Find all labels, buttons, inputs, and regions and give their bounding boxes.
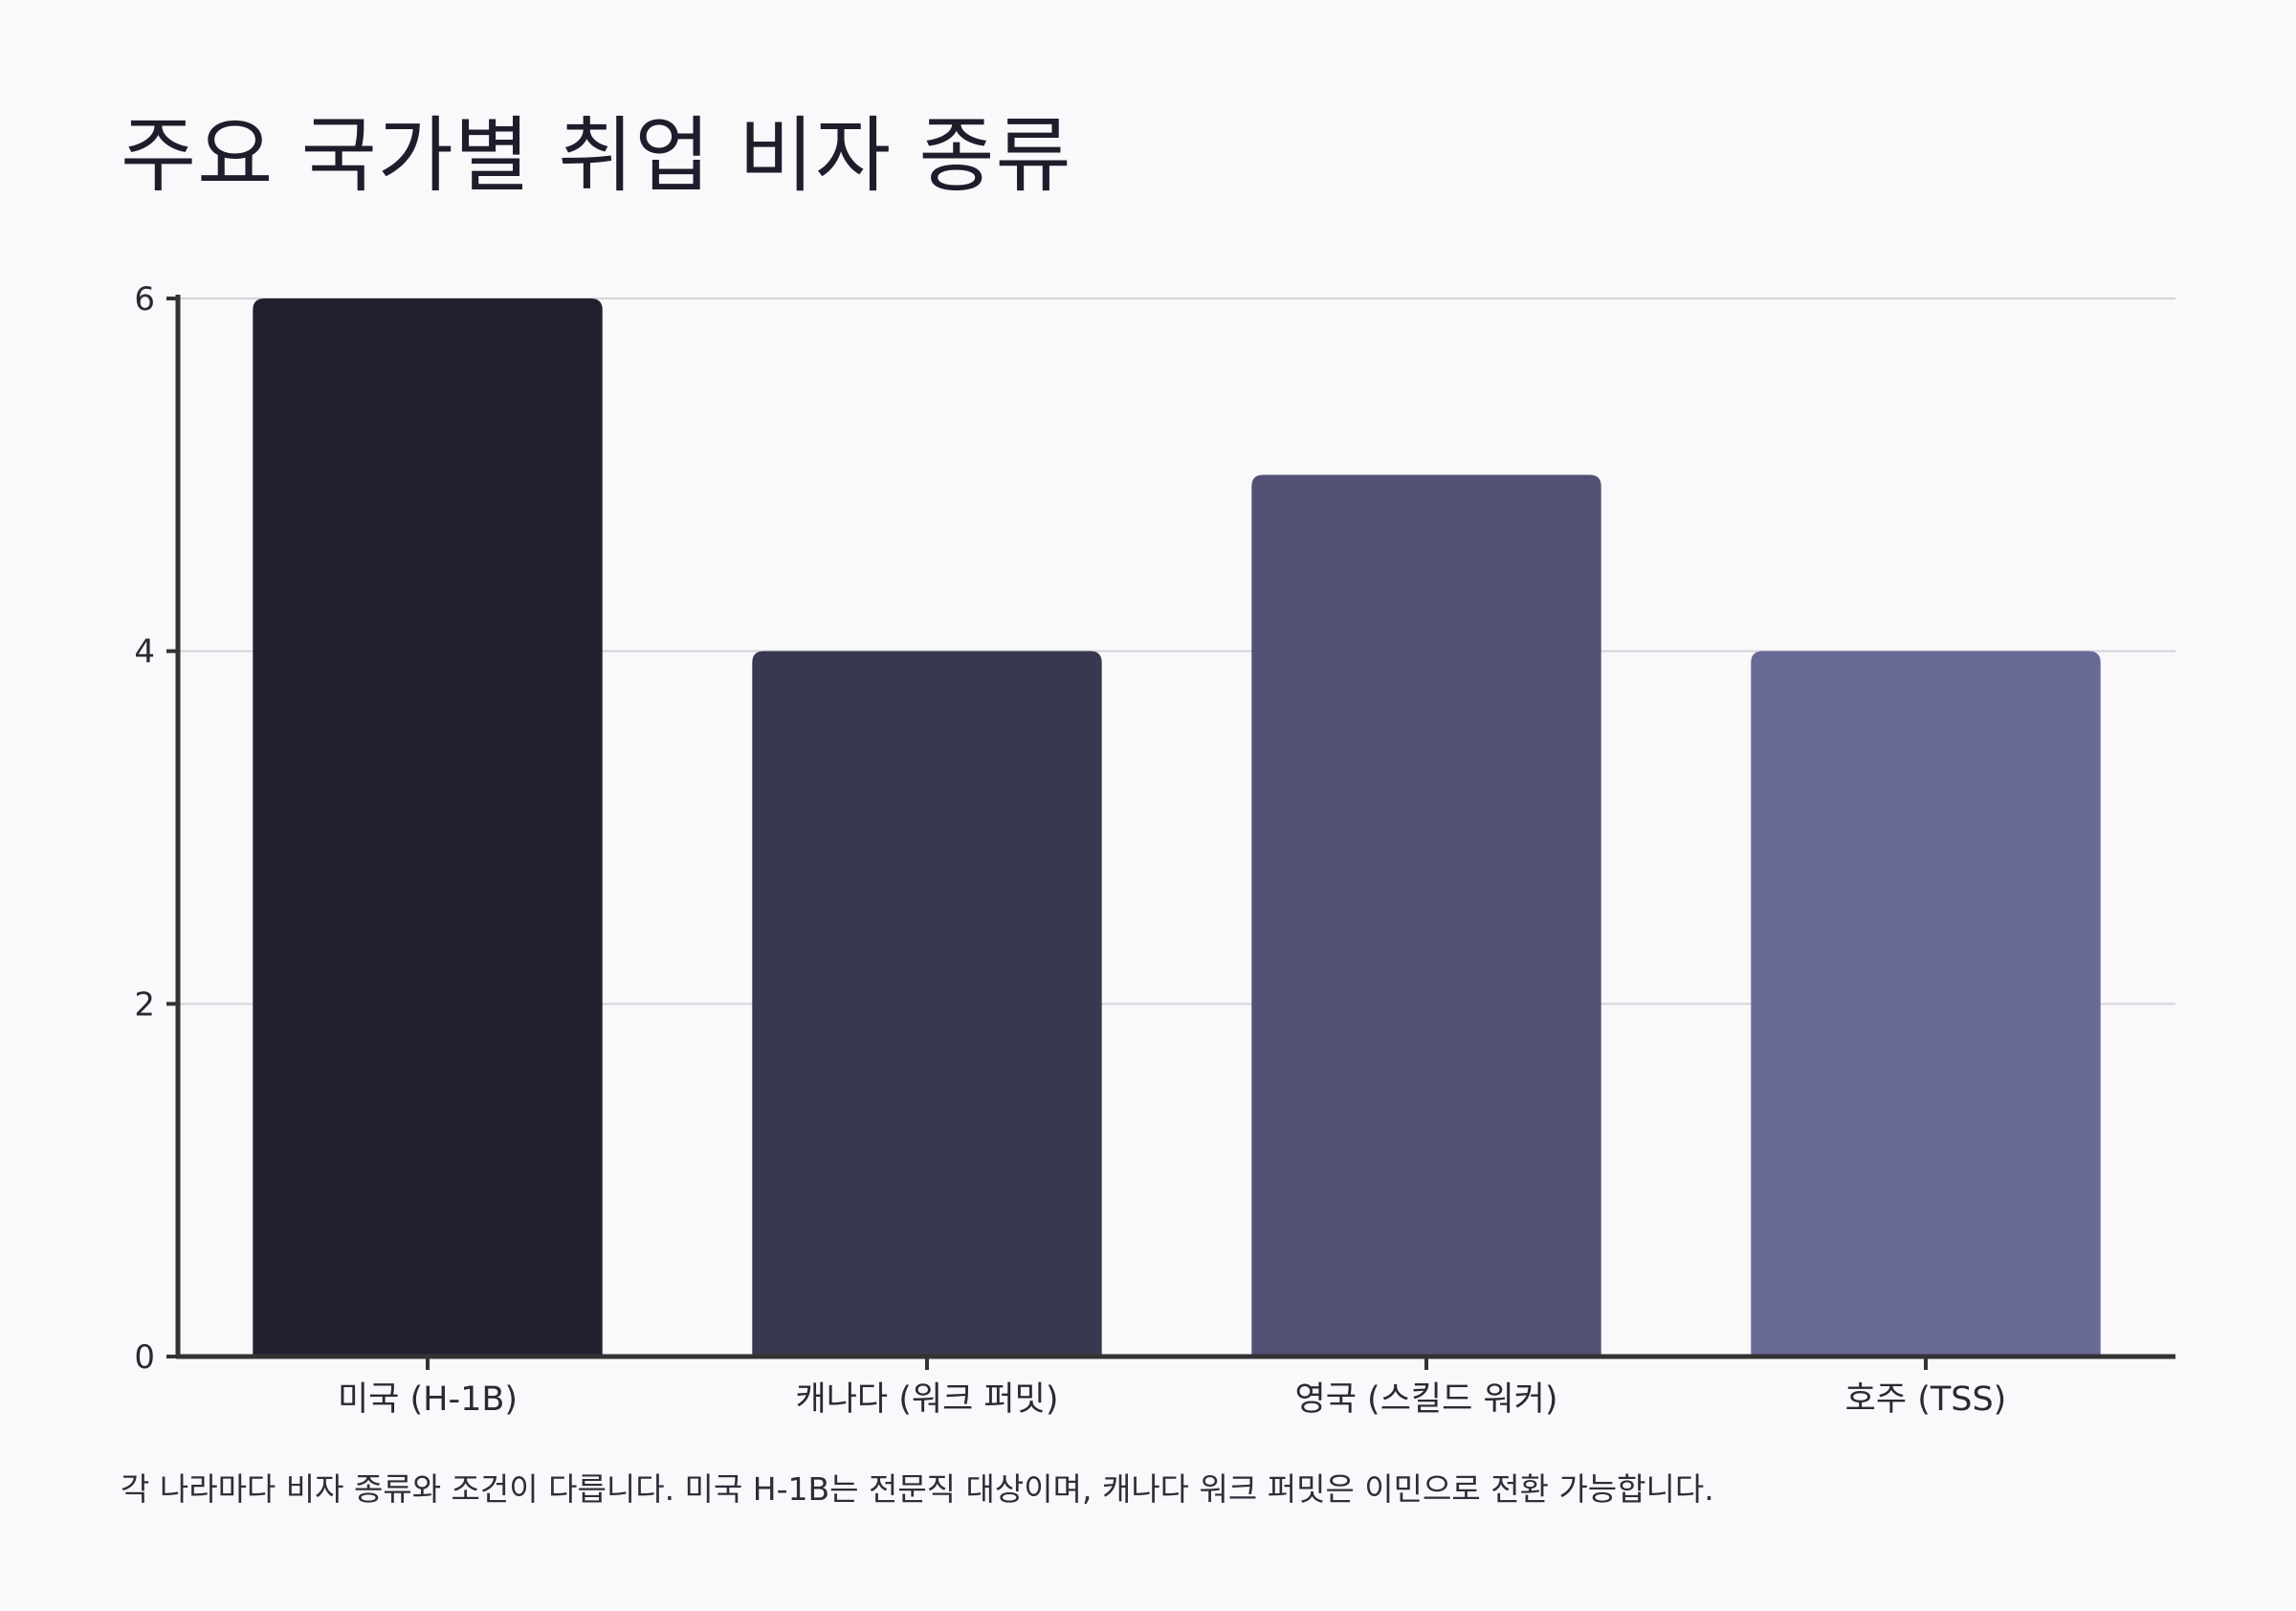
x-tick-label: 캐나다 (워크 퍼밋) (796, 1380, 1059, 1419)
bar-1[interactable] (253, 298, 603, 1357)
y-tick-label: 4 (134, 633, 155, 672)
y-tick-label: 6 (134, 280, 155, 319)
y-tick-label: 2 (134, 985, 155, 1024)
tick-labels: 0 2 4 6 미국 (H-1B) 캐나다 (워크 퍼밋) 영국 (스킬드 워커) 호주 (T… (134, 280, 2006, 1419)
x-tick-label: 미국 (H-1B) (338, 1380, 518, 1419)
bar-2[interactable] (752, 651, 1102, 1357)
x-tick-label: 영국 (스킬드 워커) (1295, 1380, 1558, 1419)
y-tick-label: 0 (134, 1338, 155, 1377)
bar-3[interactable] (1251, 474, 1601, 1357)
chart-title: 주요 국가별 취업 비자 종류 (121, 108, 1072, 204)
bar-4[interactable] (1751, 651, 2101, 1357)
chart-caption: 각 나라마다 비자 종류와 조건이 다릅니다. 미국 H-1B는 전문직 대상이… (121, 1470, 1714, 1508)
x-tick-label: 호주 (TSS) (1845, 1380, 2007, 1419)
axes (166, 295, 2175, 1370)
bars (253, 298, 2101, 1357)
